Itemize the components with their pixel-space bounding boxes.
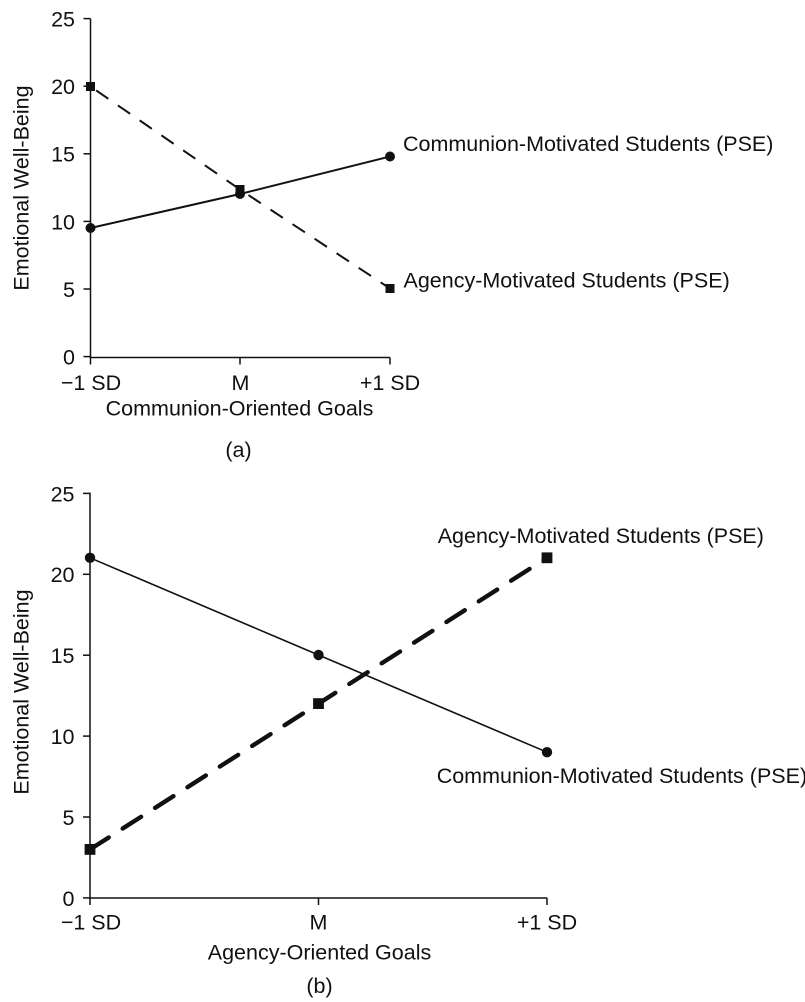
svg-text:Agency-Motivated Students (PSE: Agency-Motivated Students (PSE) (438, 524, 764, 548)
svg-text:20: 20 (51, 75, 75, 99)
svg-text:20: 20 (51, 563, 75, 587)
svg-text:0: 0 (63, 346, 75, 370)
svg-text:−1 SD: −1 SD (61, 371, 121, 395)
svg-text:Emotional Well-Being: Emotional Well-Being (9, 85, 33, 290)
svg-text:(b): (b) (306, 974, 332, 998)
svg-text:15: 15 (51, 644, 75, 668)
svg-text:−1 SD: −1 SD (61, 911, 121, 935)
svg-text:0: 0 (63, 887, 75, 911)
svg-text:Agency-Motivated Students (PSE: Agency-Motivated Students (PSE) (404, 269, 730, 293)
svg-text:25: 25 (51, 8, 75, 32)
svg-text:5: 5 (63, 806, 75, 830)
svg-text:+1 SD: +1 SD (360, 371, 420, 395)
svg-text:M: M (310, 911, 328, 935)
svg-text:Communion-Motivated Students (: Communion-Motivated Students (PSE) (437, 764, 805, 788)
svg-text:Communion-Oriented Goals: Communion-Oriented Goals (106, 397, 374, 421)
svg-text:Communion-Motivated Students (: Communion-Motivated Students (PSE) (403, 132, 773, 156)
svg-text:Agency-Oriented Goals: Agency-Oriented Goals (208, 941, 431, 965)
svg-text:15: 15 (51, 143, 75, 167)
svg-text:10: 10 (51, 210, 75, 234)
svg-text:Emotional Well-Being: Emotional Well-Being (9, 589, 33, 794)
svg-text:M: M (232, 371, 250, 395)
svg-text:(a): (a) (225, 438, 251, 462)
svg-text:10: 10 (51, 725, 75, 749)
svg-text:25: 25 (51, 482, 75, 506)
svg-text:5: 5 (63, 278, 75, 302)
svg-text:+1 SD: +1 SD (517, 911, 577, 935)
